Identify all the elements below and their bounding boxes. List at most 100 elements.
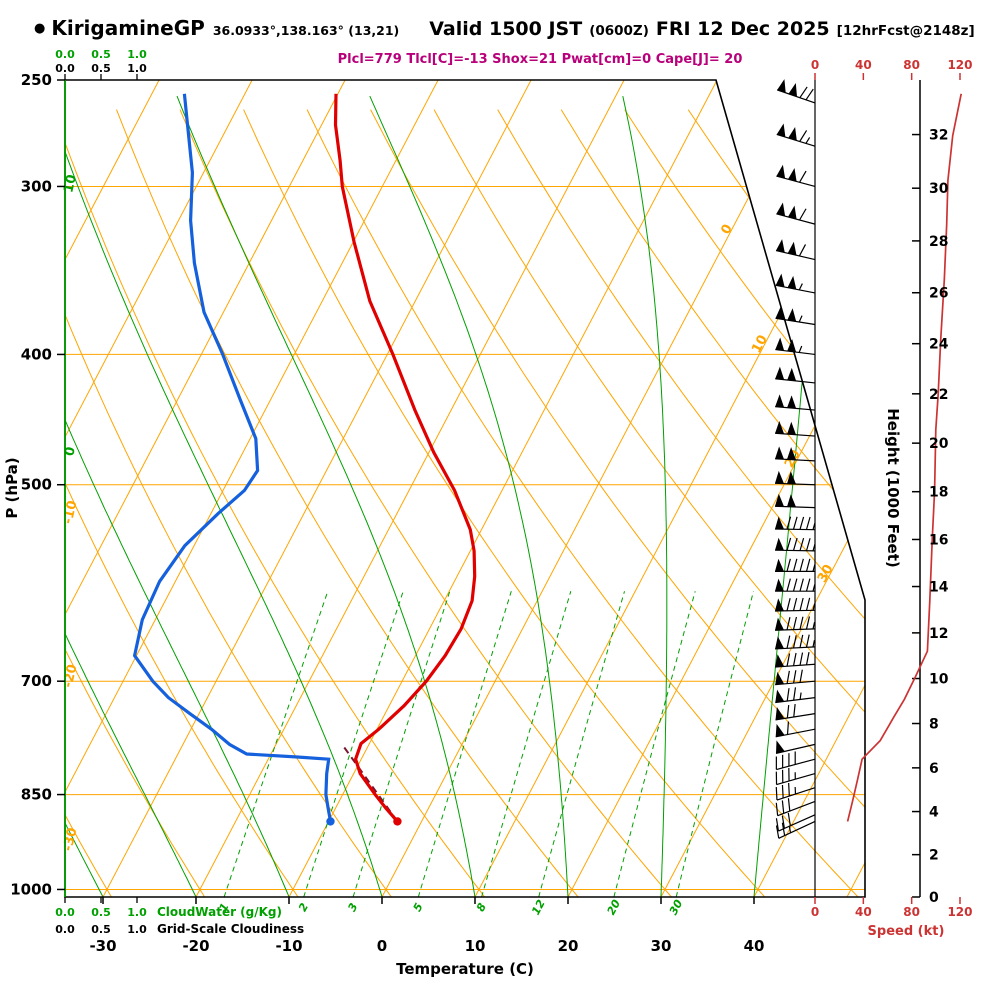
barb-full [805, 634, 810, 648]
isotherm-line [195, 80, 625, 897]
temperature-tick-label: 10 [465, 937, 486, 955]
barb-full [787, 798, 791, 812]
dry-adiabat-line [687, 109, 865, 897]
dry-adiabat-line [65, 109, 392, 897]
barb-full [792, 516, 798, 530]
barb-pennant [787, 447, 796, 460]
wind-barb [775, 421, 816, 437]
barb-full [786, 598, 791, 611]
mixing-ratio-label: 30 [667, 897, 686, 917]
mixing-ratio-line [223, 591, 329, 897]
height-tick-label: 10 [929, 672, 949, 688]
barb-full [788, 782, 790, 797]
wind-barb [775, 394, 816, 411]
barb-staff [776, 213, 816, 225]
barb-full [799, 86, 808, 99]
barb-full [787, 812, 791, 826]
barb-pennant [775, 537, 784, 551]
barb-pennant [776, 202, 786, 217]
wind-barb [775, 687, 816, 704]
barb-pennant [775, 337, 785, 351]
temperature-curve [333, 93, 477, 823]
isotherm-label: 0 [718, 222, 735, 237]
barb-full [781, 800, 785, 814]
barb-pennant [775, 723, 785, 737]
moist-adiabat-line [65, 95, 197, 897]
moist-adiabat-line [176, 95, 476, 897]
speed-tick-label-bottom: 80 [903, 905, 920, 919]
temperature-tick-label: 20 [558, 937, 579, 955]
barb-pennant [775, 306, 785, 320]
height-tick-label: 14 [929, 580, 949, 596]
isotherm-line [567, 80, 865, 897]
cloudiness-scale-label-top: 1.0 [127, 62, 147, 75]
barb-half [812, 621, 816, 630]
dry-adiabat-line [370, 109, 865, 897]
wind-barb [775, 239, 816, 261]
dry-adiabat-line [306, 109, 859, 897]
barb-pennant [788, 168, 797, 182]
barb-half [812, 603, 816, 611]
wind-barb [775, 740, 816, 754]
isotherm-line [102, 80, 532, 897]
barb-full [805, 538, 811, 551]
mixing-ratio-line [538, 591, 625, 897]
pressure-tick-label: 400 [21, 345, 52, 363]
barb-staff [776, 89, 816, 104]
barb-pennant [787, 421, 796, 435]
barb-full [799, 578, 804, 592]
barb-full [799, 208, 807, 221]
barb-pennant [788, 127, 797, 141]
isotherm-line [65, 80, 160, 897]
barb-full [799, 597, 804, 611]
plot-border [64, 79, 866, 898]
barb-full [799, 130, 808, 142]
barb-pennant [787, 367, 797, 381]
dry-adiabat-line [243, 109, 766, 897]
cloudiness-scale-label-bottom: 0.0 [55, 923, 75, 936]
barb-full [799, 616, 804, 630]
barb-full [792, 558, 798, 572]
barb-pennant [787, 395, 797, 409]
barb-full [775, 818, 780, 832]
isotherm-line [288, 80, 718, 897]
barb-full [805, 88, 814, 101]
barb-pennant [775, 446, 784, 460]
wind-barb [775, 273, 816, 294]
pressure-axis-title: P (hPa) [3, 457, 21, 518]
cloudwater-scale-label-bottom: 0.0 [55, 906, 75, 919]
barb-pennant [775, 421, 785, 434]
pressure-tick-label: 250 [21, 71, 52, 89]
height-tick-label: 32 [929, 128, 948, 144]
height-tick-label: 22 [929, 387, 948, 403]
barb-pennant [787, 494, 796, 507]
cloudwater-scale-label-bottom: 0.5 [91, 906, 111, 919]
forecast-tag: [12hrFcst@2148z] [836, 23, 975, 39]
moist-adiabat-label: 10 [61, 173, 80, 194]
barb-pennant [787, 308, 797, 322]
mixing-ratio-label: 12 [529, 897, 548, 917]
temperature-surface-dot [393, 817, 402, 826]
barb-full [793, 704, 796, 718]
barb-staff [775, 378, 816, 384]
height-tick-label: 24 [929, 337, 949, 353]
moist-adiabat-line [65, 95, 383, 897]
height-axis-title: Height (1000 Feet) [884, 408, 902, 568]
stability-indices: Plcl=779 Tlcl[C]=-13 Shox=21 Pwat[cm]=0 … [337, 52, 743, 67]
wind-barb [775, 634, 816, 650]
mixing-ratio-line [481, 591, 572, 897]
barb-half [805, 137, 811, 144]
speed-axis-title: Speed (kt) [868, 924, 945, 939]
wind-barb [774, 516, 816, 531]
valid-time: Valid 1500 JST [429, 18, 583, 40]
wind-barb [775, 651, 816, 668]
barb-full [799, 634, 804, 648]
cloudwater-scale-label-bottom: 1.0 [127, 906, 147, 919]
cloudwater-scale-label-top: 0.5 [91, 48, 111, 61]
barb-full [786, 537, 792, 551]
barb-pennant [787, 471, 796, 485]
speed-tick-label-top: 80 [903, 58, 920, 72]
barb-full [786, 516, 792, 530]
height-tick-label: 28 [929, 234, 948, 250]
